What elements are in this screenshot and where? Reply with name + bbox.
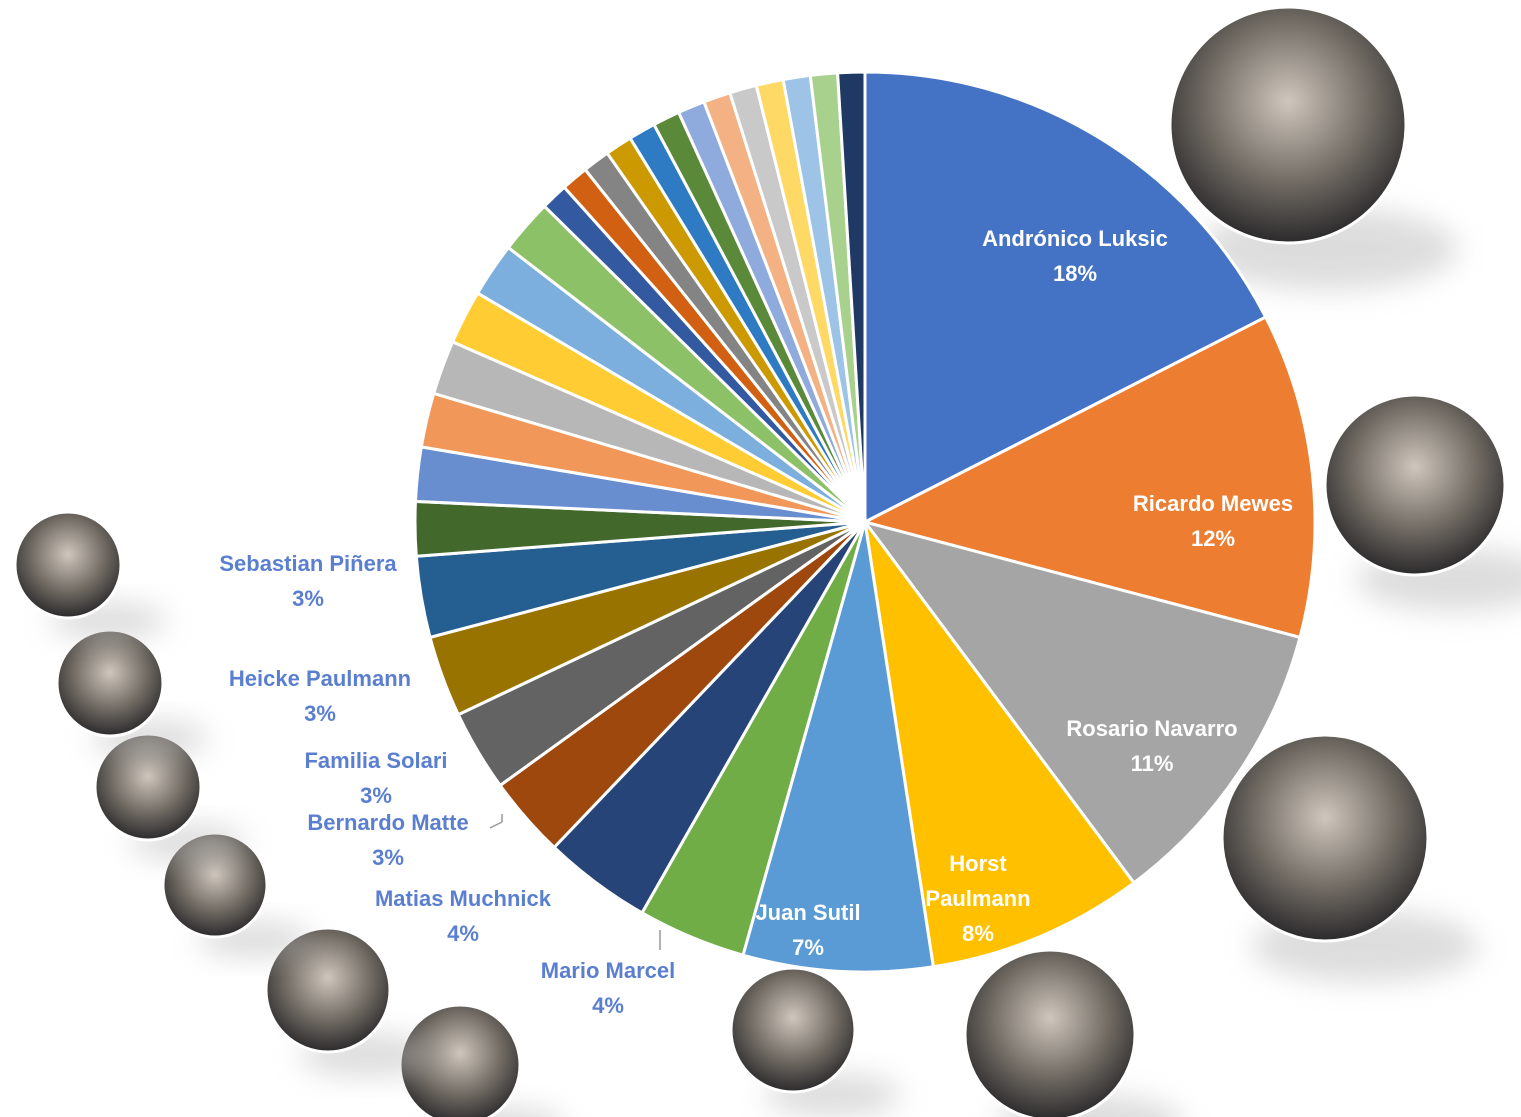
category-label: Matias Muchnick [374,886,552,911]
slice-label: Mario Marcel 4% [541,953,676,1023]
value-label: 12% [1190,526,1236,551]
slice-label: Ricardo Mewes 12% [1133,486,1293,556]
slice-label: Sebastian Piñera 3% [219,546,396,616]
slice-label: Bernardo Matte 3% [307,805,468,875]
slice-label: Heicke Paulmann 3% [229,661,411,731]
category-label: Sebastian Piñera [219,551,397,576]
value-label: 4% [447,921,479,946]
photo [1168,5,1408,245]
value-label: 3% [304,701,336,726]
value-label: 11% [1130,751,1174,776]
value-label: 8% [962,921,994,946]
value-label: 18% [1052,261,1098,286]
photo [13,510,123,620]
category-label: Horst Paulmann [925,851,1031,911]
photo [1220,733,1430,943]
slice-label: Rosario Navarro 11% [1066,711,1237,781]
category-label: Ricardo Mewes [1132,491,1294,516]
photos [13,5,1521,1117]
slice-label: Horst Paulmann 8% [923,846,1033,951]
value-label: 7% [792,935,824,960]
value-label: 3% [372,845,404,870]
category-label: Rosario Navarro [1066,716,1238,741]
slice-label: Familia Solari 3% [304,743,447,813]
value-label: 4% [592,993,624,1018]
slice [861,519,1302,885]
photo [963,948,1137,1117]
slice [863,70,1268,525]
slice-label: Andrónico Luksic 18% [982,221,1168,291]
slice [860,315,1317,640]
slice [741,521,936,974]
leader-line [489,821,503,829]
photo [264,926,392,1054]
slice-label: Matias Muchnick 4% [375,881,551,951]
slice [835,70,867,523]
value-label: 3% [360,783,392,808]
slice-label: Juan Sutil 7% [755,895,860,965]
photo [729,966,857,1094]
category-label: Heicke Paulmann [228,666,412,691]
photo [1323,393,1507,577]
category-label: Mario Marcel [540,958,676,983]
slice [863,521,1137,969]
pie [413,70,1317,974]
category-label: Bernardo Matte [307,810,469,835]
category-label: Andrónico Luksic [982,226,1168,251]
category-label: Familia Solari [304,748,448,773]
category-label: Juan Sutil [755,900,861,925]
value-label: 3% [292,586,324,611]
photo [55,628,165,738]
